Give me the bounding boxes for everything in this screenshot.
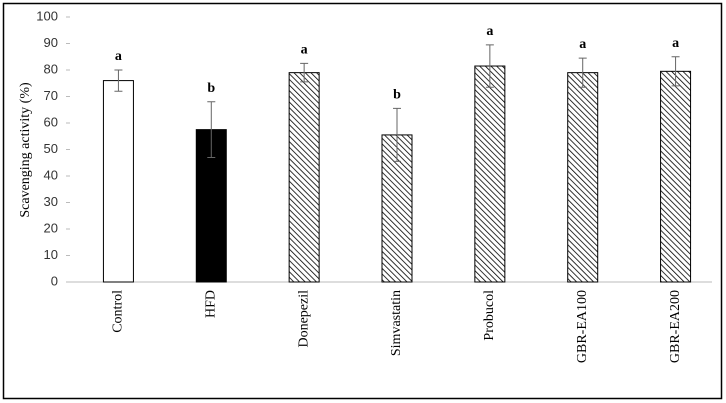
- error-bar: [393, 107, 401, 162]
- y-tick-label: 0: [51, 273, 58, 288]
- error-bar: [671, 56, 680, 87]
- bar: [288, 72, 320, 283]
- significance-label: a: [115, 49, 122, 64]
- significance-label: b: [393, 87, 401, 102]
- y-tick-label: 10: [44, 247, 58, 262]
- y-tick-label: 30: [44, 194, 58, 209]
- x-tick-label: HFD: [204, 290, 219, 318]
- x-tick-label: Control: [111, 290, 126, 333]
- error-bar: [578, 57, 587, 88]
- y-tick-label: 90: [44, 35, 58, 50]
- bar: [474, 65, 506, 283]
- y-tick-label: 100: [36, 8, 58, 23]
- error-bar: [207, 101, 216, 158]
- x-tick-label: Probucol: [482, 290, 497, 341]
- y-tick-label: 50: [44, 141, 58, 156]
- error-bar: [114, 69, 123, 92]
- y-tick-label: 40: [44, 167, 58, 182]
- bar: [102, 80, 134, 283]
- x-tick-label: GBR-EA200: [668, 290, 683, 363]
- significance-label: a: [301, 42, 308, 57]
- bar: [660, 70, 692, 283]
- x-tick-label: Simvastatin: [389, 290, 404, 356]
- y-tick-label: 80: [44, 61, 58, 76]
- significance-label: b: [207, 81, 215, 96]
- significance-label: a: [486, 24, 493, 39]
- y-tick-label: 60: [44, 114, 58, 129]
- error-bar: [485, 44, 494, 88]
- bar: [567, 72, 599, 283]
- y-tick-label: 70: [44, 88, 58, 103]
- x-tick-label: GBR-EA100: [575, 290, 590, 363]
- y-axis-label: Scavenging activity (%): [18, 82, 33, 218]
- significance-label: a: [579, 37, 586, 52]
- significance-label: a: [672, 36, 679, 51]
- x-tick-label: Donepezil: [296, 290, 311, 348]
- y-tick-label: 20: [44, 220, 58, 235]
- error-bar: [300, 62, 309, 83]
